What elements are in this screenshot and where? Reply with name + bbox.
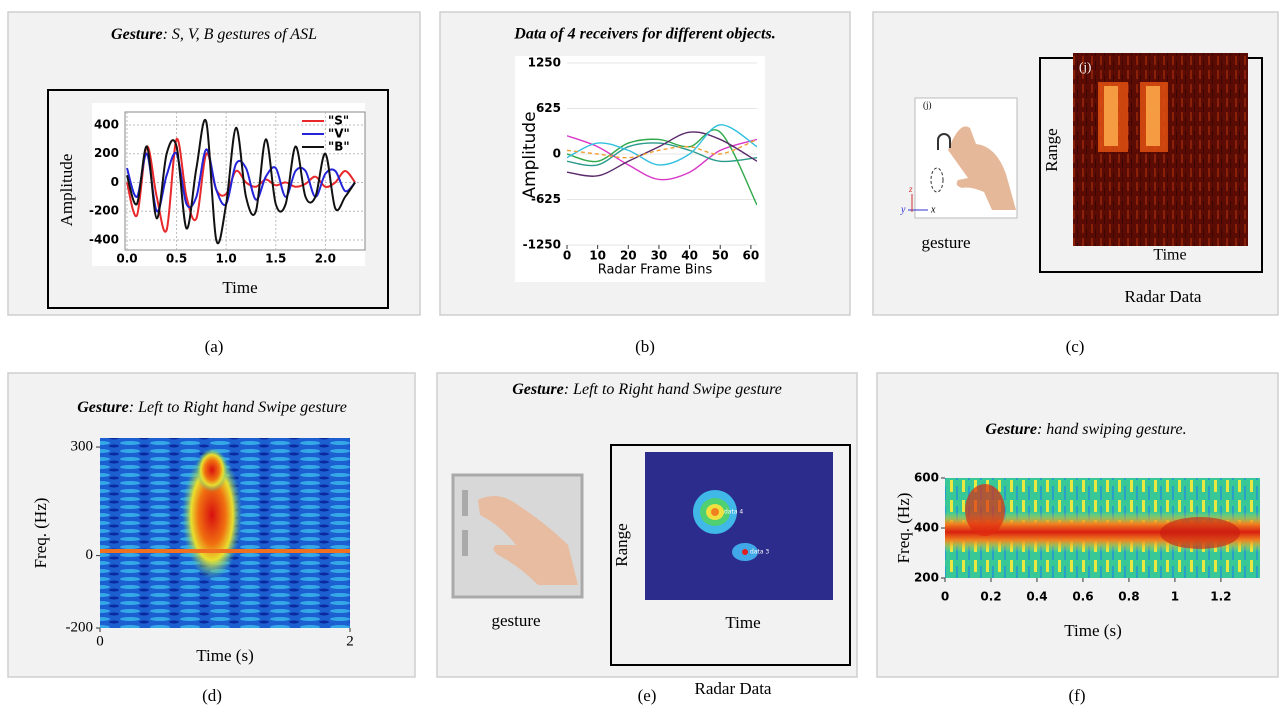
x-tick-label: 2.0 [315, 252, 336, 266]
x-tick-label: 1.0 [216, 252, 237, 266]
y-tick-label: 400 [94, 117, 119, 131]
caption: (d) [202, 686, 222, 705]
caption: (c) [1066, 337, 1085, 356]
x-tick-label: 1 [1171, 590, 1179, 604]
radar-echo [742, 549, 748, 555]
x-tick-label: 1.5 [265, 252, 286, 266]
y-tick-label: 0 [553, 147, 561, 161]
image-label: gesture [491, 611, 540, 630]
panel-title: Gesture: hand swiping gesture. [985, 421, 1186, 438]
y-tick-label: 200 [914, 571, 939, 585]
radar-map [645, 452, 833, 600]
axis-icon-label: y [900, 204, 906, 215]
x-tick-label: 0.6 [1072, 590, 1093, 604]
y-axis-label: Range [1042, 128, 1061, 171]
spectrogram-energy [196, 448, 228, 492]
figure: Gesture: S, V, B gestures of ASL Amplitu… [0, 0, 1285, 709]
image-label: Radar Data [695, 679, 772, 698]
y-tick-label: -200 [89, 204, 119, 218]
caption: (e) [638, 686, 657, 705]
panel-title: Gesture: Left to Right hand Swipe gestur… [512, 381, 782, 398]
y-axis-label: Amplitude [57, 154, 76, 227]
x-axis-label: Time (s) [196, 646, 253, 665]
y-tick-label: 300 [71, 438, 94, 454]
y-tick-label: 600 [914, 471, 939, 485]
x-tick-label: 0 [941, 590, 949, 604]
x-tick-label: 50 [712, 249, 729, 263]
x-tick-label: 60 [743, 249, 760, 263]
image-tag: (j) [923, 100, 932, 110]
x-tick-label: 0.2 [980, 590, 1001, 604]
x-axis-label: Time [725, 613, 760, 632]
caption: (b) [635, 337, 655, 356]
legend-label: "B" [328, 140, 350, 154]
title-rest: : hand swiping gesture. [1037, 421, 1187, 438]
x-tick-label: 2 [346, 633, 354, 649]
y-tick-label: -1250 [523, 238, 561, 252]
radar-echo [1146, 86, 1160, 146]
motion-arrow [462, 530, 468, 556]
image-label: gesture [921, 233, 970, 252]
x-tick-label: 20 [620, 249, 637, 263]
spectrogram-energy [965, 484, 1005, 536]
x-tick-label: 40 [681, 249, 698, 263]
caption: (f) [1069, 686, 1086, 705]
x-tick-label: 0 [96, 633, 104, 649]
x-tick-label: 10 [589, 249, 606, 263]
title-bold: Gesture [77, 399, 129, 416]
radar-echo [711, 508, 719, 516]
y-axis-label: Freq. (Hz) [31, 498, 50, 569]
x-axis-label: Radar Frame Bins [598, 263, 713, 278]
spectrogram-energy [100, 549, 350, 553]
title-rest: : S, V, B gestures of ASL [163, 26, 317, 43]
y-tick-label: 200 [94, 146, 119, 160]
motion-arrow [462, 490, 468, 516]
point-label: data 4 [724, 509, 743, 516]
x-axis-label: Time [1153, 247, 1186, 264]
x-tick-label: 0.0 [116, 252, 137, 266]
y-tick-label: 1250 [528, 56, 561, 70]
y-axis-label: Range [612, 523, 631, 566]
y-tick-label: 625 [536, 101, 561, 115]
x-tick-label: 30 [651, 249, 668, 263]
image-label: Radar Data [1125, 287, 1202, 306]
y-tick-label: 400 [914, 521, 939, 535]
legend-label: "V" [328, 127, 350, 141]
panel-title: Gesture: S, V, B gestures of ASL [111, 26, 317, 43]
panel-title: Data of 4 receivers for different object… [513, 26, 775, 43]
title-bold: Gesture [512, 381, 564, 398]
x-tick-label: 0.4 [1026, 590, 1047, 604]
x-tick-label: 0 [563, 249, 571, 263]
axis-icon-label: x [930, 204, 936, 215]
panel-title: Gesture: Left to Right hand Swipe gestur… [77, 399, 347, 416]
y-tick-label: 0 [111, 175, 119, 189]
x-tick-label: 0.5 [166, 252, 187, 266]
spectrogram-energy [1160, 517, 1240, 549]
y-axis-label: Amplitude [520, 111, 540, 198]
y-tick-label: 0 [86, 547, 94, 563]
radar-echo [1104, 86, 1118, 146]
x-axis-label: Time [222, 278, 257, 297]
axis-icon-label: z [908, 184, 913, 194]
title-bold: Gesture [985, 421, 1037, 438]
legend-label: "S" [328, 114, 349, 128]
x-axis-label: Time (s) [1064, 621, 1121, 640]
y-axis-label: Freq. (Hz) [894, 493, 913, 564]
title-rest: : Left to Right hand Swipe gesture [564, 381, 782, 398]
y-tick-label: -400 [89, 232, 119, 246]
y-tick-label: -625 [531, 192, 561, 206]
y-tick-label: -200 [66, 619, 94, 635]
title-rest: : Left to Right hand Swipe gesture [129, 399, 347, 416]
caption: (a) [205, 337, 224, 356]
x-tick-label: 0.8 [1118, 590, 1139, 604]
title-bold: Gesture [111, 26, 163, 43]
point-label: data 3 [750, 549, 769, 556]
image-tag: (j) [1079, 59, 1091, 74]
x-tick-label: 1.2 [1210, 590, 1231, 604]
